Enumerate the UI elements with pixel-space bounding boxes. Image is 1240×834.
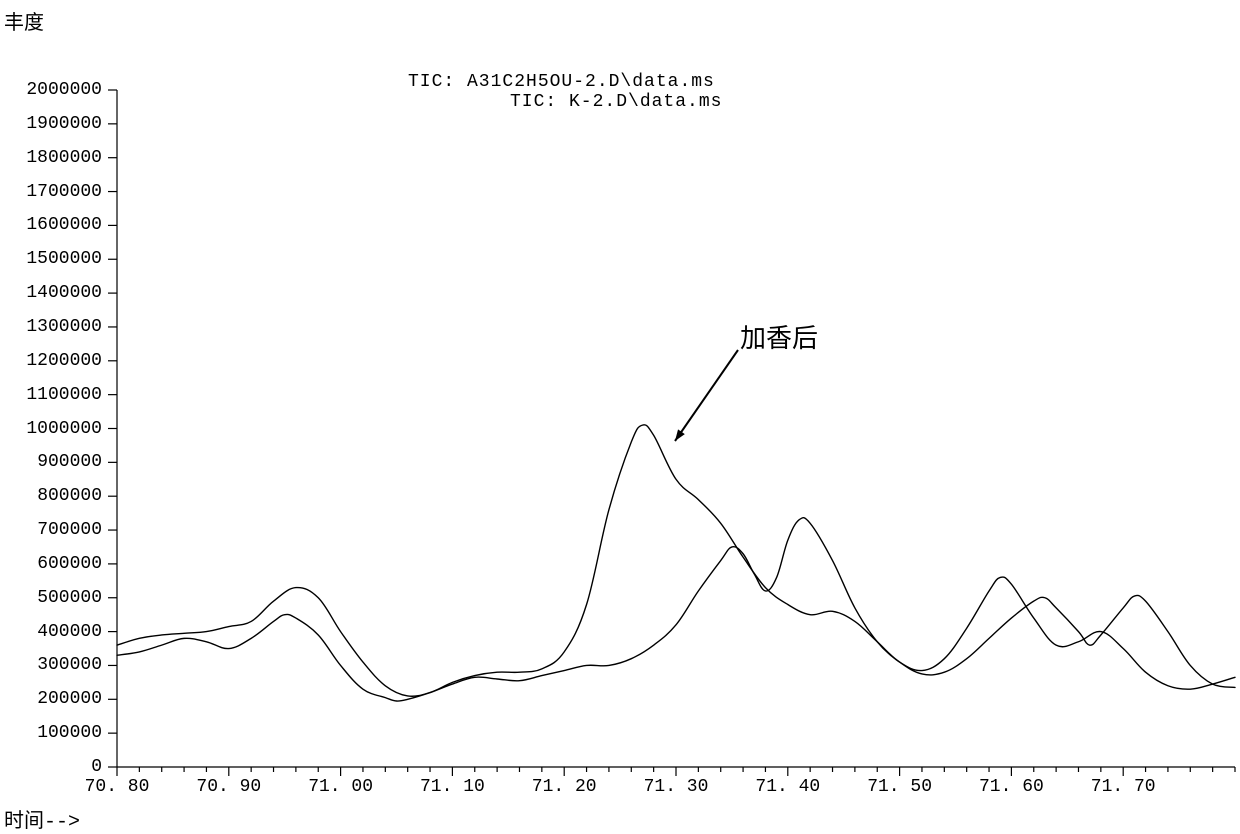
y-tick: 1700000 — [7, 182, 102, 202]
y-tick: 300000 — [7, 655, 102, 675]
x-tick: 71. 10 — [420, 777, 485, 797]
annotation-arrow — [675, 350, 738, 441]
x-axis-label: 时间--> — [4, 804, 80, 834]
y-tick: 1000000 — [7, 419, 102, 439]
x-tick: 70. 90 — [196, 777, 261, 797]
y-tick: 200000 — [7, 689, 102, 709]
y-tick: 500000 — [7, 588, 102, 608]
x-tick: 71. 20 — [532, 777, 597, 797]
y-tick: 600000 — [7, 554, 102, 574]
y-tick: 1400000 — [7, 283, 102, 303]
y-tick: 2000000 — [7, 80, 102, 100]
series-after-flavoring — [117, 425, 1235, 697]
y-tick: 700000 — [7, 520, 102, 540]
y-tick: 1500000 — [7, 249, 102, 269]
y-tick: 800000 — [7, 486, 102, 506]
y-tick: 900000 — [7, 452, 102, 472]
series-baseline-K2 — [117, 518, 1235, 701]
y-tick: 1300000 — [7, 317, 102, 337]
annotation-arrowhead — [675, 429, 685, 441]
x-tick: 71. 00 — [308, 777, 373, 797]
y-tick: 400000 — [7, 622, 102, 642]
x-tick: 71. 60 — [979, 777, 1044, 797]
x-tick: 71. 50 — [867, 777, 932, 797]
x-tick: 71. 40 — [755, 777, 820, 797]
y-tick: 1200000 — [7, 351, 102, 371]
plot-area — [0, 0, 1240, 832]
x-tick: 70. 80 — [85, 777, 150, 797]
annotation-after-flavoring: 加香后 — [740, 318, 818, 355]
y-tick: 100000 — [7, 723, 102, 743]
x-tick: 71. 70 — [1091, 777, 1156, 797]
y-tick: 1900000 — [7, 114, 102, 134]
y-tick: 1600000 — [7, 215, 102, 235]
y-tick: 1100000 — [7, 385, 102, 405]
y-tick: 0 — [7, 757, 102, 777]
y-tick: 1800000 — [7, 148, 102, 168]
chart-canvas: 丰度 TIC: A31C2H5OU-2.D\data.ms TIC: K-2.D… — [0, 0, 1240, 832]
x-tick: 71. 30 — [644, 777, 709, 797]
